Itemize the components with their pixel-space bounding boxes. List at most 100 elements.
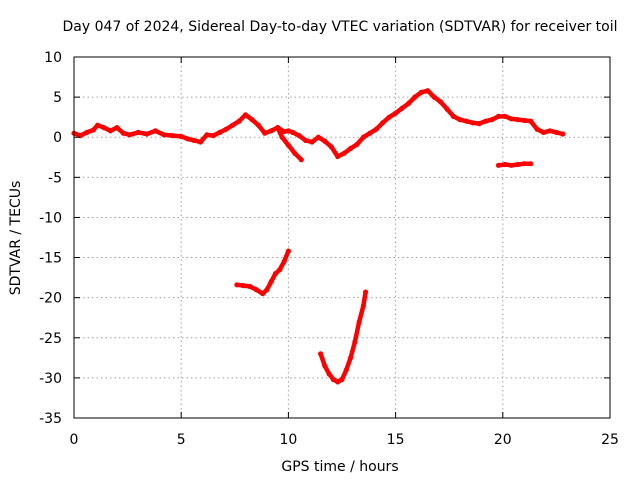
y-tick-label: 5 <box>53 90 62 106</box>
data-point <box>476 121 482 127</box>
data-point <box>560 131 566 137</box>
data-point <box>360 134 366 140</box>
data-point <box>264 287 270 293</box>
data-point <box>152 128 159 134</box>
data-point <box>322 138 328 144</box>
data-point <box>281 129 287 135</box>
data-point <box>508 116 514 122</box>
x-tick-label: 10 <box>279 432 297 448</box>
data-point <box>292 150 298 156</box>
data-point <box>438 99 444 105</box>
data-point <box>553 129 560 135</box>
data-point <box>457 117 463 123</box>
data-point <box>135 129 141 135</box>
data-point <box>463 118 469 124</box>
data-point <box>170 133 176 139</box>
y-tick-label: -5 <box>48 170 62 186</box>
data-point <box>521 117 527 123</box>
y-tick-label: -25 <box>39 331 62 347</box>
data-point <box>272 271 279 277</box>
data-point <box>268 279 274 285</box>
data-point <box>431 94 437 100</box>
data-point <box>204 132 210 138</box>
data-point <box>373 126 379 132</box>
data-point <box>242 112 249 118</box>
data-point <box>348 145 354 152</box>
data-point <box>230 122 236 128</box>
data-point <box>275 125 281 131</box>
data-point <box>418 89 424 95</box>
x-tick-labels: 0 5 10 15 20 25 <box>70 432 619 448</box>
data-point <box>343 367 349 373</box>
data-point <box>425 88 431 94</box>
data-point <box>296 133 302 139</box>
data-point <box>178 133 184 139</box>
data-point <box>360 303 366 309</box>
data-point <box>348 355 354 361</box>
data-point <box>508 162 514 168</box>
x-tick-label: 5 <box>177 432 186 448</box>
data-point <box>326 371 332 377</box>
data-point <box>185 136 191 142</box>
axis-ticks <box>73 56 611 419</box>
data-point <box>412 94 418 100</box>
data-point <box>255 122 261 128</box>
data-point <box>277 267 283 273</box>
data-point <box>495 162 502 168</box>
data-point <box>335 379 341 385</box>
data-point <box>318 351 324 357</box>
data-point <box>268 128 274 134</box>
grid-lines <box>74 57 610 418</box>
data-point <box>210 133 216 139</box>
data-point <box>363 289 369 295</box>
plot-frame <box>73 56 611 419</box>
data-series <box>71 88 566 385</box>
x-tick-label: 20 <box>494 432 512 448</box>
x-tick-label: 25 <box>601 432 619 448</box>
data-point <box>315 134 321 140</box>
y-tick-label: -10 <box>39 210 62 226</box>
data-point <box>386 114 392 120</box>
data-point <box>290 129 296 135</box>
data-point <box>489 117 495 123</box>
data-point <box>328 144 334 150</box>
data-point <box>495 113 502 119</box>
series-main-trace <box>71 88 533 159</box>
data-point <box>341 150 347 156</box>
data-point <box>285 142 291 148</box>
data-point <box>281 259 287 265</box>
data-point <box>335 153 341 160</box>
data-point <box>393 110 399 116</box>
y-tick-label: -30 <box>39 371 62 387</box>
data-point <box>120 130 126 136</box>
data-point <box>405 100 412 107</box>
y-tick-label: -15 <box>39 251 62 267</box>
data-point <box>107 128 113 134</box>
data-point <box>330 376 336 383</box>
data-point <box>380 120 386 126</box>
data-point <box>253 287 259 293</box>
data-point <box>161 132 167 138</box>
data-point <box>502 113 508 119</box>
data-point <box>298 157 304 163</box>
y-tick-label: -20 <box>39 291 62 307</box>
data-point <box>483 118 489 124</box>
x-axis-label: GPS time / hours <box>281 459 398 475</box>
data-point <box>515 117 521 123</box>
data-point <box>84 129 90 135</box>
data-point <box>356 319 362 325</box>
x-tick-label: 0 <box>70 432 79 448</box>
y-tick-label: -35 <box>39 411 62 427</box>
data-point <box>262 130 268 136</box>
data-point <box>144 131 150 137</box>
data-point <box>223 126 229 132</box>
data-point <box>515 161 521 168</box>
data-point <box>114 125 120 131</box>
data-point <box>534 126 540 132</box>
data-point <box>260 291 266 297</box>
chart-title: Day 047 of 2024, Sidereal Day-to-day VTE… <box>62 19 617 35</box>
data-point <box>217 129 223 135</box>
data-point <box>528 161 534 167</box>
data-point <box>521 161 527 167</box>
